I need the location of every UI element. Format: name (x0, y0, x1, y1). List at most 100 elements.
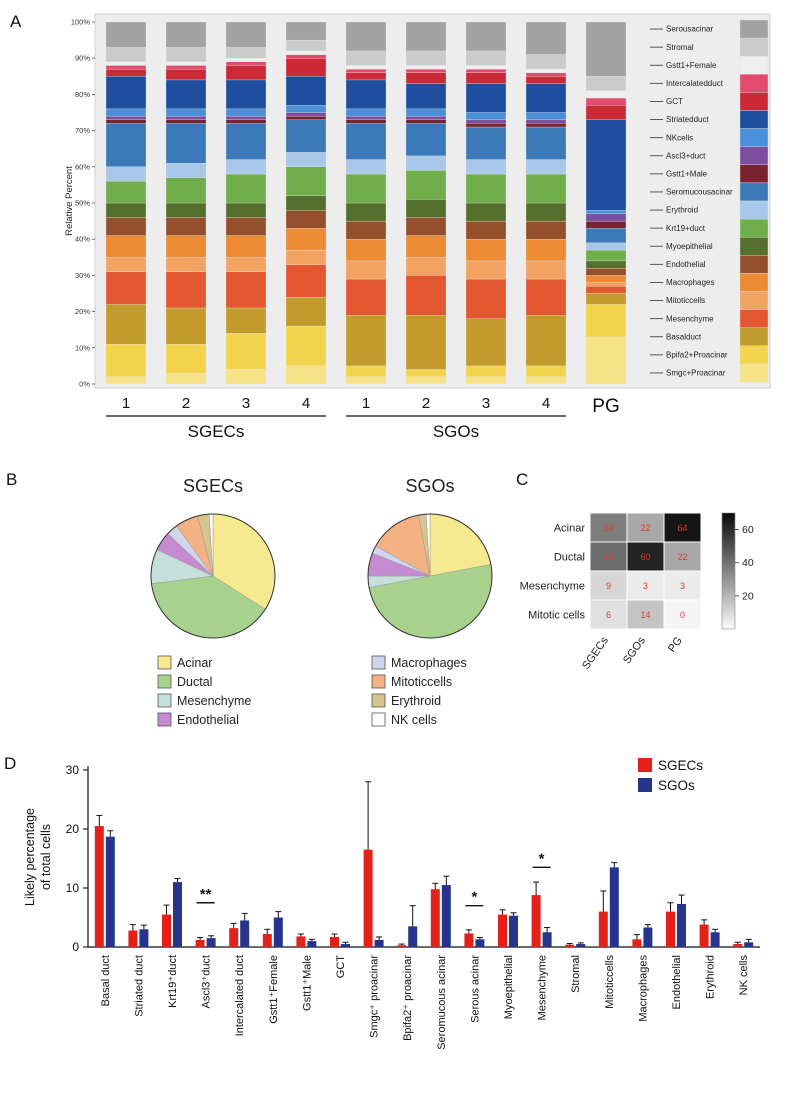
legend: Serousacinar Stromal Gstt1+Female Intercala… (650, 19, 769, 383)
svg-text:Mesenchyme: Mesenchyme (537, 955, 549, 1020)
svg-text:Basalduct: Basalduct (666, 332, 702, 341)
significance-mark: ** (200, 886, 212, 903)
y-axis-label: Relative Percent (64, 166, 75, 236)
svg-text:10%: 10% (75, 343, 90, 352)
svg-text:Macrophages: Macrophages (391, 656, 467, 670)
group-label: SGOs (433, 422, 479, 441)
svg-text:Bpifa2⁺ proacinar: Bpifa2⁺ proacinar (402, 955, 414, 1041)
svg-text:Erythroid: Erythroid (705, 955, 717, 999)
legend: SGECs SGOs (638, 758, 703, 793)
svg-text:Ductal: Ductal (177, 675, 212, 689)
svg-text:SGECs: SGECs (658, 758, 703, 773)
svg-text:GCT: GCT (666, 97, 683, 106)
svg-text:3: 3 (242, 395, 250, 412)
grouped-bars (94, 781, 754, 947)
svg-text:0: 0 (72, 940, 79, 954)
svg-text:Mesenchyme: Mesenchyme (177, 694, 251, 708)
svg-text:14: 14 (640, 610, 650, 620)
svg-text:1: 1 (362, 395, 370, 412)
panel-b-pie-charts: SGECs SGOs Acinar Ductal Mesenchyme Endotheli… (150, 476, 493, 727)
svg-text:SGOs: SGOs (658, 778, 695, 793)
svg-text:39: 39 (603, 552, 613, 562)
svg-text:30%: 30% (75, 271, 90, 280)
svg-text:Macrophages: Macrophages (637, 955, 649, 1022)
svg-text:SGECs: SGECs (580, 634, 611, 671)
svg-text:Serousacinar: Serousacinar (666, 25, 713, 34)
svg-text:4: 4 (302, 395, 310, 412)
panel-a-label: A (10, 12, 22, 31)
svg-text:Mesenchyme: Mesenchyme (520, 581, 585, 593)
svg-text:Ductal: Ductal (554, 552, 585, 564)
svg-text:Acinar: Acinar (554, 523, 586, 535)
colorbar (721, 512, 736, 630)
svg-text:3: 3 (643, 581, 648, 591)
pie-SGOs (367, 513, 493, 639)
svg-text:Gstt1+Male: Gstt1+Male (666, 169, 708, 178)
svg-text:3: 3 (482, 395, 490, 412)
svg-text:GCT: GCT (335, 955, 347, 979)
svg-text:Striatedduct: Striatedduct (666, 115, 709, 124)
svg-text:of total cells: of total cells (39, 824, 53, 890)
pie-title: SGECs (183, 476, 243, 496)
svg-text:1: 1 (122, 395, 130, 412)
pie-SGECs (150, 513, 276, 639)
svg-text:Krt19⁺duct: Krt19⁺duct (167, 955, 179, 1008)
svg-text:Myoepithelial: Myoepithelial (666, 242, 713, 251)
svg-text:20: 20 (66, 822, 80, 836)
svg-text:Intercalatedduct: Intercalatedduct (666, 79, 724, 88)
svg-text:80%: 80% (75, 90, 90, 99)
svg-text:50%: 50% (75, 199, 90, 208)
svg-text:Mitoticcells: Mitoticcells (666, 296, 705, 305)
svg-text:Mitoticcells: Mitoticcells (391, 675, 452, 689)
svg-text:Myoepithelial: Myoepithelial (503, 955, 515, 1019)
svg-text:Gstt1⁺Female: Gstt1⁺Female (268, 955, 280, 1024)
svg-text:Smgc+Proacinar: Smgc+Proacinar (666, 369, 726, 378)
svg-text:100%: 100% (71, 18, 91, 27)
svg-text:Mitoticcells: Mitoticcells (604, 955, 616, 1009)
svg-text:Erythroid: Erythroid (391, 694, 441, 708)
svg-text:3: 3 (680, 581, 685, 591)
svg-text:Seromucous acinar: Seromucous acinar (436, 955, 448, 1050)
svg-text:Ascl3+duct: Ascl3+duct (666, 151, 706, 160)
svg-text:6: 6 (606, 610, 611, 620)
svg-text:60%: 60% (75, 162, 90, 171)
svg-text:Endothelial: Endothelial (177, 713, 239, 727)
panel-a-stacked-bar-chart: 0% 10% 20% 30% 40% 50% 60% 70% 80% 90% 100% Relativ… (64, 13, 771, 441)
svg-text:NK cells: NK cells (391, 713, 437, 727)
pie-title: SGOs (405, 476, 454, 496)
svg-text:PG: PG (666, 635, 685, 655)
svg-text:64: 64 (677, 523, 687, 533)
svg-text:22: 22 (640, 523, 650, 533)
svg-text:Erythroid: Erythroid (666, 206, 698, 215)
svg-text:30: 30 (66, 763, 80, 777)
svg-text:20: 20 (742, 590, 754, 602)
svg-text:10: 10 (66, 881, 80, 895)
svg-text:Mesenchyme: Mesenchyme (666, 314, 714, 323)
svg-text:Endothelial: Endothelial (666, 260, 706, 269)
svg-text:22: 22 (677, 552, 687, 562)
svg-text:2: 2 (422, 395, 430, 412)
svg-text:Acinar: Acinar (177, 656, 212, 670)
svg-text:Gstt1+Female: Gstt1+Female (666, 61, 717, 70)
svg-text:90%: 90% (75, 54, 90, 63)
panel-d-grouped-bar-chart: 0 10 20 30 Likely percentage of total cells Ba… (23, 758, 760, 1050)
panel-b-label: B (6, 470, 18, 489)
svg-text:NK cells: NK cells (738, 955, 750, 996)
stacked-bars (105, 21, 627, 385)
svg-text:Serous acinar: Serous acinar (469, 955, 481, 1023)
y-axis-label: Likely percentage (23, 808, 37, 906)
svg-text:60: 60 (640, 552, 650, 562)
significance-mark: * (471, 889, 477, 906)
panel-d-label: D (4, 754, 17, 773)
svg-text:Seromucousacinar: Seromucousacinar (666, 188, 733, 197)
svg-text:Krt19+duct: Krt19+duct (666, 224, 706, 233)
svg-text:2: 2 (182, 395, 190, 412)
svg-text:SGOs: SGOs (621, 634, 648, 666)
svg-text:40%: 40% (75, 235, 90, 244)
svg-text:0%: 0% (79, 380, 90, 389)
svg-text:Stromal: Stromal (666, 43, 694, 52)
svg-text:Intercalated duct: Intercalated duct (234, 955, 246, 1036)
significance-mark: * (539, 850, 545, 867)
